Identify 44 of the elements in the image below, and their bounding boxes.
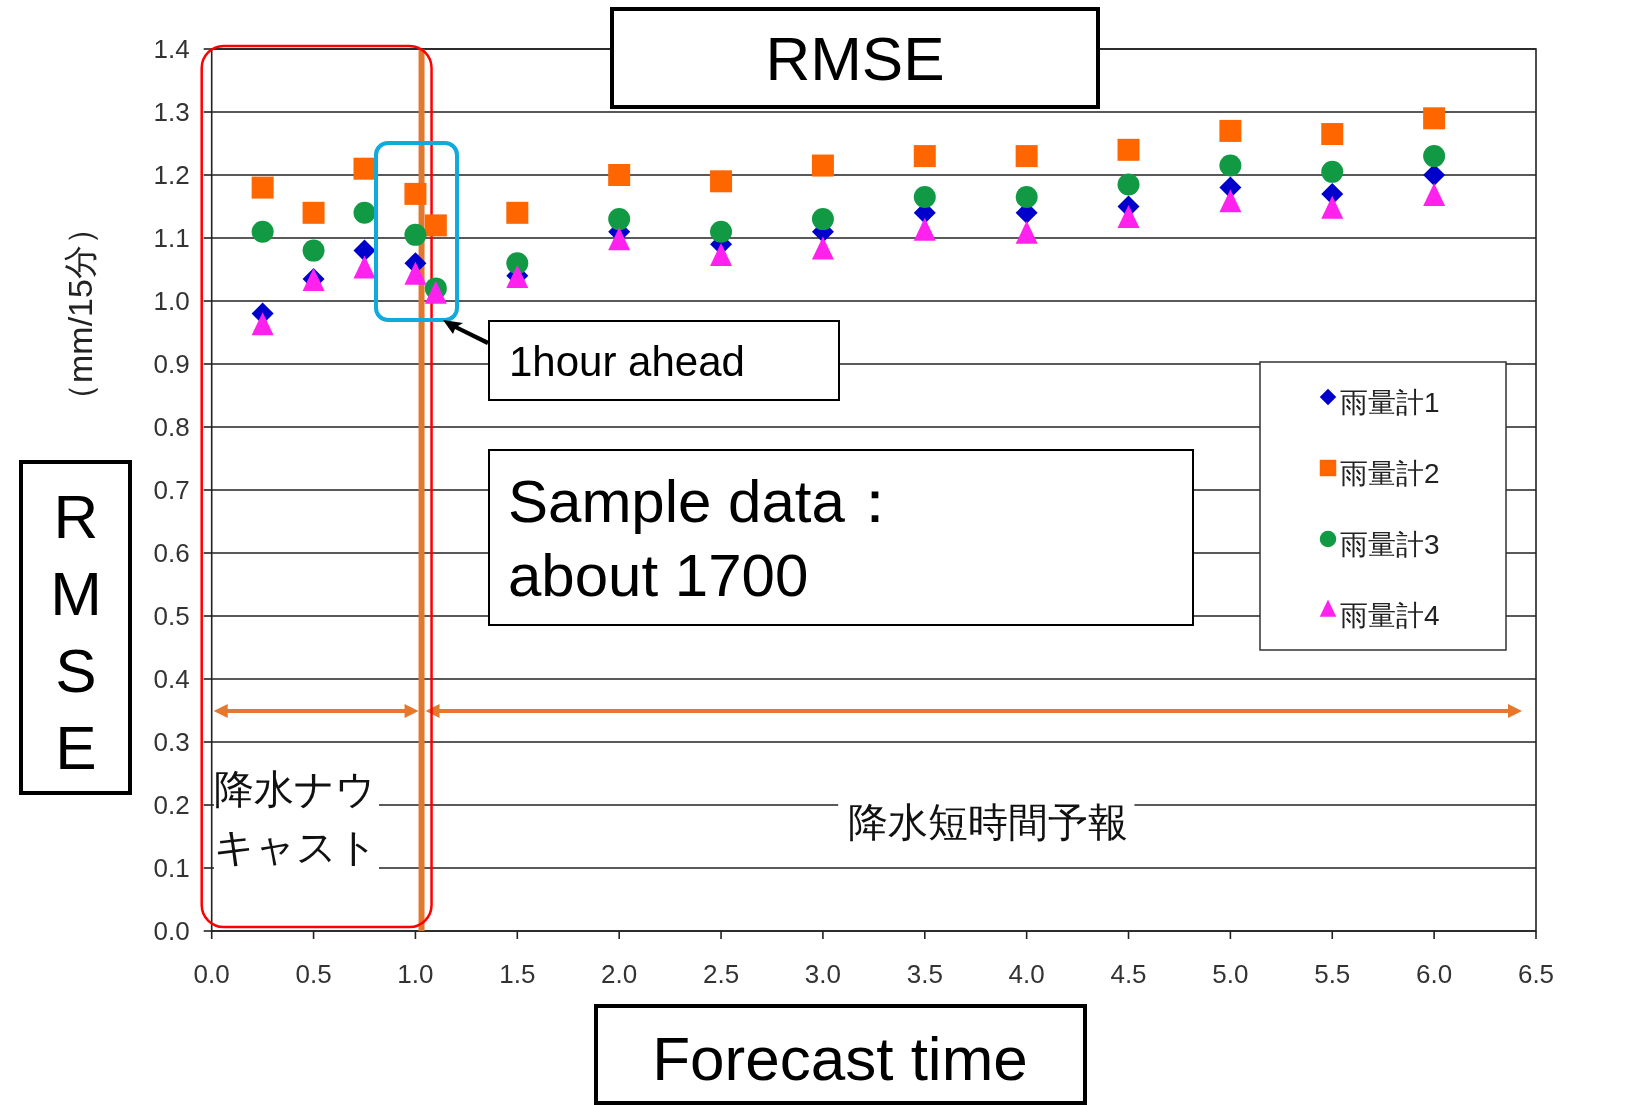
textbox-ylabel: RMSE [19, 460, 132, 795]
textbox-title: RMSE [610, 7, 1100, 109]
textbox-xlabel: Forecast time [594, 1004, 1087, 1105]
y-tick-label: 0.3 [153, 727, 190, 757]
x-tick-label: 3.0 [804, 959, 841, 989]
annotation: 降水ナウキャスト [213, 760, 379, 876]
text: （mm/15分） [61, 211, 99, 417]
legend-label: 雨量計3 [1340, 529, 1440, 560]
legend-label: 雨量計4 [1340, 600, 1440, 631]
annotation: 1hour ahead [509, 338, 745, 385]
y-tick-label: 1.2 [153, 160, 190, 190]
y-tick-label: 1.1 [153, 223, 190, 253]
x-tick-label: 6.5 [1517, 959, 1555, 989]
x-tick-label: 2.0 [601, 959, 638, 989]
y-tick-label: 0.9 [153, 349, 190, 379]
y-tick-label: 0.7 [153, 475, 190, 505]
y-tick-label: 0.2 [153, 790, 190, 820]
x-tick-label: 1.0 [397, 959, 434, 989]
textbox-sample: Sample data： about 1700 [488, 449, 1194, 626]
x-tick-label: 0.5 [295, 959, 332, 989]
legend-label: 雨量計2 [1340, 458, 1440, 489]
y-tick-label: 0.0 [153, 916, 190, 946]
y-tick-label: 0.8 [153, 412, 190, 442]
x-axis-title: Forecast time [652, 1024, 1028, 1093]
x-tick-label: 5.0 [1212, 959, 1249, 989]
annotation: Sample data： about 1700 [508, 468, 905, 609]
x-tick-label: 5.5 [1314, 959, 1351, 989]
y-tick-label: 0.5 [153, 601, 190, 631]
y-tick-label: 0.4 [153, 664, 190, 694]
y-tick-label: 1.0 [153, 286, 190, 316]
y-tick-label: 0.1 [153, 853, 190, 883]
legend-label: 雨量計1 [1340, 387, 1440, 418]
y-tick-label: 1.3 [153, 97, 190, 127]
x-tick-label: 6.0 [1416, 959, 1453, 989]
x-tick-label: 0.0 [193, 959, 230, 989]
x-tick-label: 1.5 [499, 959, 536, 989]
y-tick-label: 1.4 [153, 34, 190, 64]
x-tick-label: 2.5 [702, 959, 740, 989]
x-tick-label: 3.5 [906, 959, 943, 989]
y-tick-label: 0.6 [153, 538, 190, 568]
y-axis-title: RMSE [50, 482, 102, 782]
x-tick-label: 4.0 [1008, 959, 1045, 989]
x-tick-label: 4.5 [1110, 959, 1147, 989]
chart-title: RMSE [765, 24, 945, 93]
